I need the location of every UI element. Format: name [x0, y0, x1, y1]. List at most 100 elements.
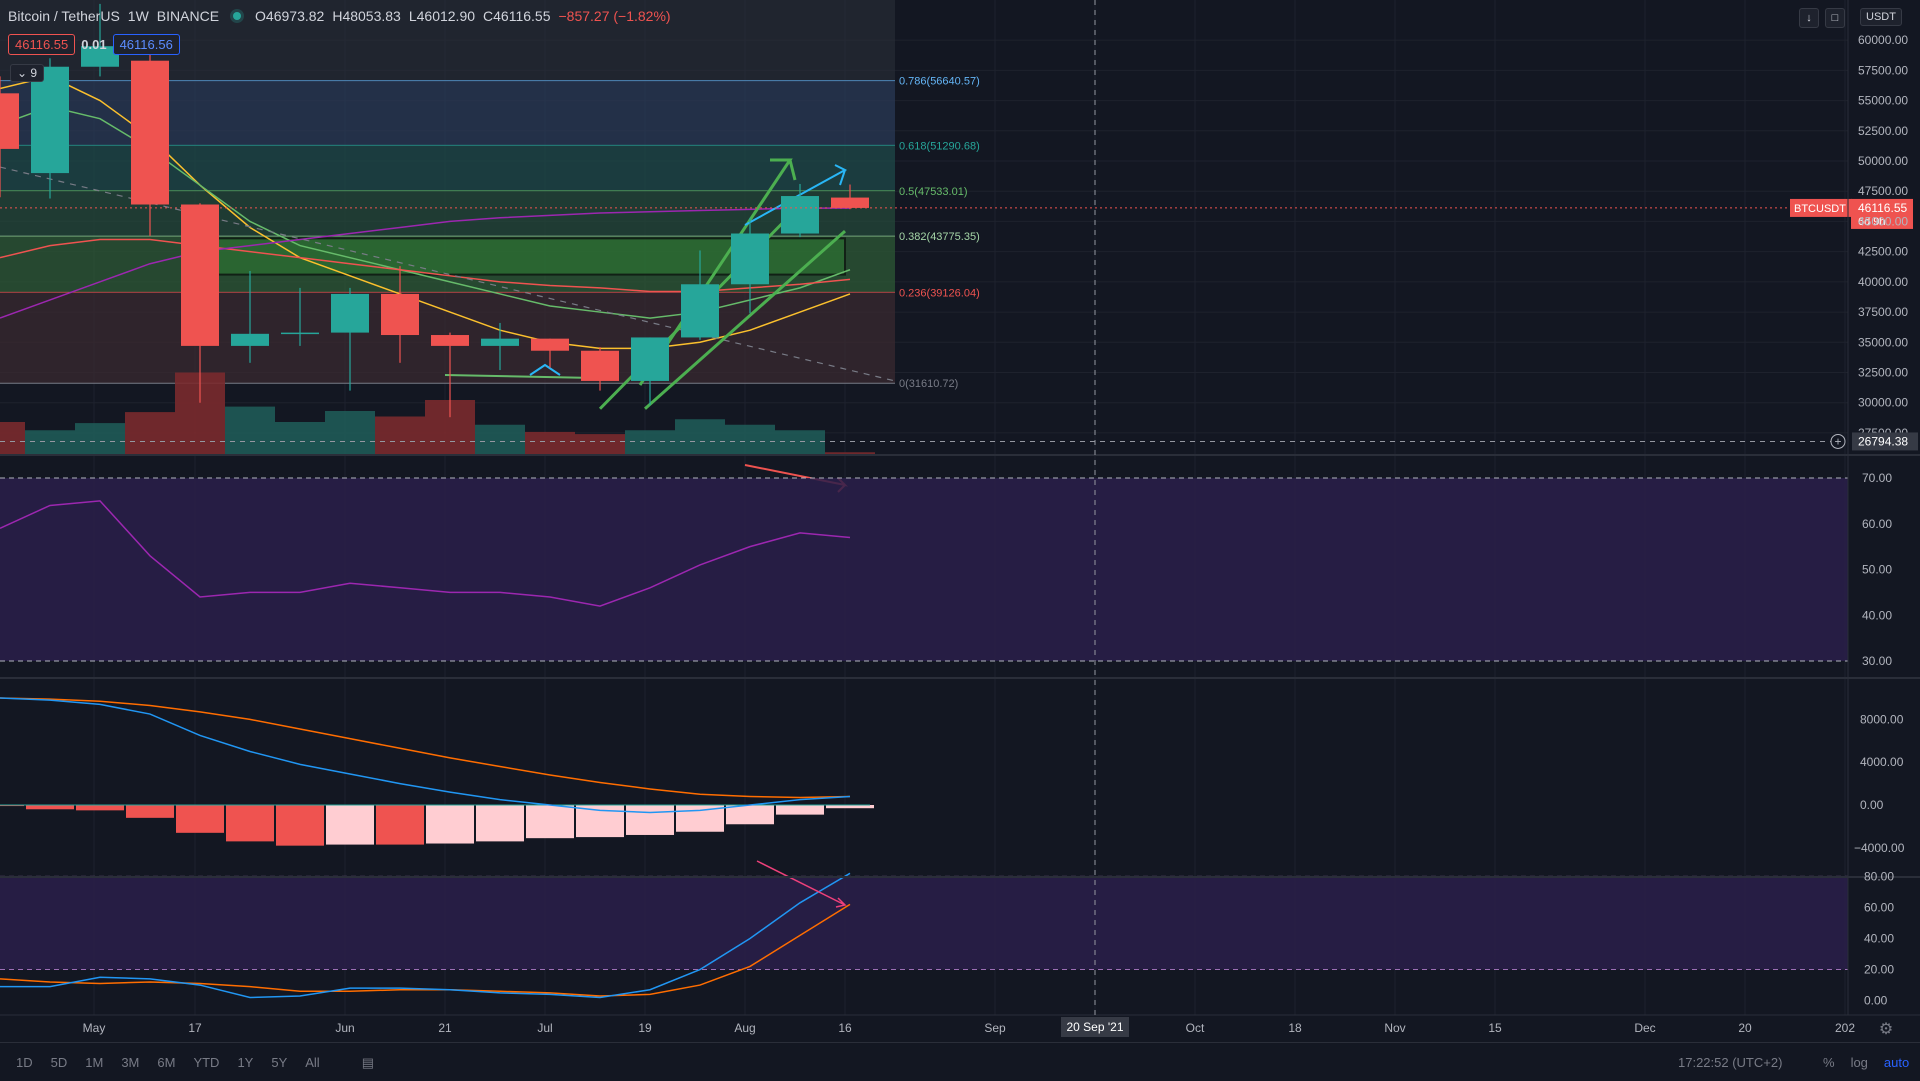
crosshair-date-label: 20 Sep '21 — [1066, 1020, 1123, 1034]
countdown-label: 6d 9h — [1858, 216, 1886, 228]
candle-body — [131, 60, 169, 205]
y-tick-label: 47500.00 — [1858, 184, 1908, 198]
fullscreen-icon[interactable]: □ — [1825, 8, 1845, 28]
y-tick-label: 55000.00 — [1858, 94, 1908, 108]
macd-tick-label: 4000.00 — [1860, 755, 1904, 769]
volume-bar — [525, 431, 575, 455]
arrow-drawing — [744, 164, 848, 226]
y-tick-label: 30000.00 — [1858, 396, 1908, 410]
quick-trade: 46116.55 0.01 46116.56 — [8, 34, 180, 55]
percent-toggle[interactable]: % — [1823, 1055, 1835, 1070]
range-1y[interactable]: 1Y — [237, 1055, 254, 1070]
x-tick-label: 17 — [188, 1021, 202, 1035]
range-6m[interactable]: 6M — [157, 1055, 176, 1070]
stoch-k-line — [0, 872, 851, 999]
channel-line — [644, 229, 846, 410]
trend-line — [0, 166, 896, 382]
plus-icon: + — [1834, 434, 1841, 448]
exchange: BINANCE — [156, 8, 220, 24]
moving-average-line — [0, 207, 850, 319]
macd-pane — [0, 697, 874, 846]
arrow-drawing — [529, 363, 561, 376]
rsi-band — [0, 478, 1848, 661]
range-3m[interactable]: 3M — [121, 1055, 140, 1070]
goto-date-icon[interactable]: ▤ — [361, 1055, 374, 1070]
macd-histogram-bar — [226, 805, 274, 842]
macd-histogram-bar — [826, 805, 874, 809]
macd-tick-label: 8000.00 — [1860, 712, 1904, 726]
range-ytd[interactable]: YTD — [193, 1055, 220, 1070]
chevron-down-icon: ⌄ — [17, 66, 28, 80]
volume-bar — [725, 424, 775, 455]
symbol-tag-label: BTCUSDT — [1794, 203, 1846, 215]
auto-toggle[interactable]: auto — [1883, 1055, 1910, 1070]
range-5y[interactable]: 5Y — [271, 1055, 288, 1070]
macd-histogram-bar — [176, 805, 224, 833]
y-tick-label: 32500.00 — [1858, 365, 1908, 379]
x-tick-label: Aug — [734, 1021, 755, 1035]
volume-bar — [25, 430, 75, 455]
volume-bar — [475, 424, 525, 455]
y-tick-label: 50000.00 — [1858, 154, 1908, 168]
stoch-tick-label: 80.00 — [1864, 869, 1894, 883]
fib-level-label: 0.5(47533.01) — [899, 186, 968, 198]
candlesticks — [0, 3, 1858, 418]
x-tick-label: Nov — [1384, 1021, 1405, 1035]
macd-histogram-bar — [0, 805, 24, 807]
buy-button[interactable]: 46116.56 — [112, 34, 180, 55]
y-tick-label: 60000.00 — [1858, 33, 1908, 47]
candle-body — [631, 337, 669, 381]
stoch-d-line — [0, 903, 851, 997]
range-5d[interactable]: 5D — [50, 1055, 68, 1070]
bottom-toolbar: 1D 5D 1M 3M 6M YTD 1Y 5Y All ▤ 17:22:52 … — [0, 1042, 1920, 1081]
log-toggle[interactable]: log — [1850, 1055, 1868, 1070]
x-tick-label: 20 — [1738, 1021, 1752, 1035]
rsi-tick-label: 40.00 — [1862, 608, 1892, 622]
x-tick-label: Oct — [1186, 1021, 1205, 1035]
crosshair: 20 Sep '21 26794.38 + — [0, 0, 1918, 1037]
macd-histogram-bar — [76, 805, 124, 811]
rsi-tick-label: 50.00 — [1862, 563, 1892, 577]
y-tick-label: 37500.00 — [1858, 305, 1908, 319]
volume-bar — [275, 422, 325, 455]
y-tick-label: 35000.00 — [1858, 335, 1908, 349]
x-tick-label: 21 — [438, 1021, 452, 1035]
range-all[interactable]: All — [305, 1055, 320, 1070]
price-tag — [1851, 198, 1913, 229]
symbol-name[interactable]: Bitcoin / TetherUS — [8, 8, 120, 24]
candle-body — [431, 335, 469, 346]
x-tick-label: 16 — [838, 1021, 852, 1035]
fib-level-label: 0.382(43775.35) — [899, 231, 980, 243]
macd-histogram-bar — [26, 805, 74, 810]
arrow-down-icon[interactable]: ↓ — [1799, 8, 1819, 28]
candle-body — [681, 284, 719, 338]
price-tag-label: 46116.55 — [1858, 201, 1907, 215]
macd-histogram-bar — [276, 805, 324, 846]
symbol-tag — [1790, 198, 1852, 217]
range-1m[interactable]: 1M — [85, 1055, 104, 1070]
volume-bar — [75, 423, 125, 455]
macd-signal-line — [0, 697, 851, 799]
indicators-collapse-button[interactable]: ⌄ 9 — [10, 64, 45, 82]
volume-bar — [575, 434, 625, 455]
rsi-pane — [0, 477, 1848, 662]
symbol-legend: Bitcoin / TetherUS 1W BINANCE O46973.82 … — [8, 8, 671, 24]
macd-histogram-bar — [726, 805, 774, 825]
macd-histogram-bar — [676, 805, 724, 832]
macd-histogram-bar — [626, 805, 674, 835]
volume-bar — [675, 419, 725, 455]
currency-button[interactable]: USDT — [1860, 8, 1902, 26]
candle-body — [31, 66, 69, 174]
chart-canvas[interactable]: 0.786(56640.57) 0.618(51290.68) 0.5(47533.… — [0, 0, 1920, 1042]
indicator-count: 9 — [30, 66, 38, 80]
clock[interactable]: 17:22:52 (UTC+2) — [1678, 1055, 1783, 1070]
candle-body — [0, 93, 19, 149]
range-1d[interactable]: 1D — [16, 1055, 33, 1070]
interval[interactable]: 1W — [127, 8, 149, 24]
stoch-tick-label: 40.00 — [1864, 932, 1894, 946]
sell-button[interactable]: 46116.55 — [8, 34, 76, 55]
x-tick-label: 19 — [638, 1021, 652, 1035]
stoch-tick-label: 0.00 — [1864, 994, 1888, 1008]
stoch-tick-label: 20.00 — [1864, 963, 1894, 977]
